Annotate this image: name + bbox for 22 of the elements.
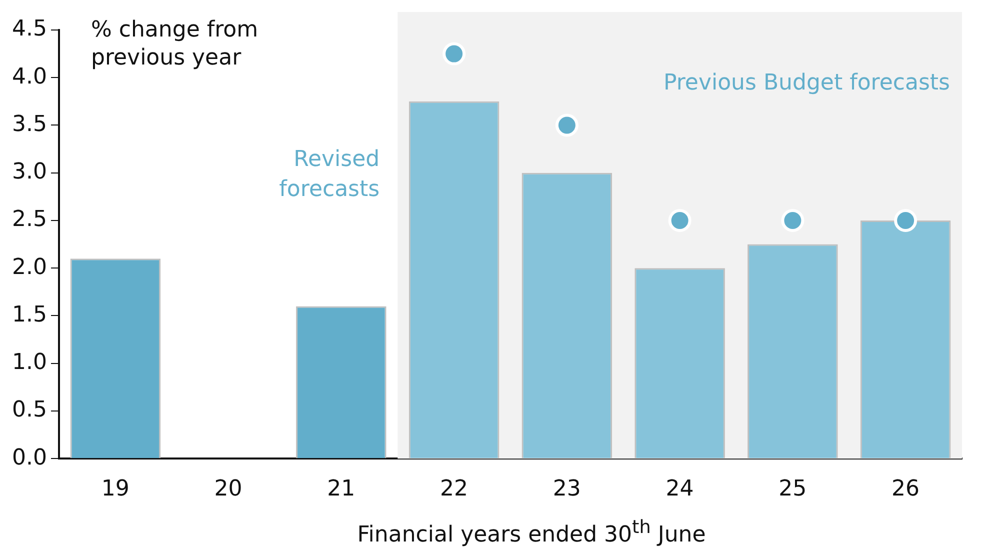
y-tick-label: 1.0 <box>12 350 47 376</box>
y-tick-label: 3.0 <box>12 160 47 185</box>
x-tick-label: 25 <box>778 476 807 502</box>
x-tick-label: 21 <box>327 476 356 502</box>
y-tick-label: 0.0 <box>12 445 47 470</box>
y-tick-label: 4.0 <box>12 64 47 90</box>
annotation: Revised forecasts <box>279 146 380 202</box>
y-tick-label: 4.5 <box>12 16 47 42</box>
x-tick-label: 20 <box>214 476 242 502</box>
x-axis-title: Financial years ended 30$^{th}$ June <box>356 517 707 548</box>
x-tick-label: 24 <box>666 476 694 502</box>
y-tick-label: 1.5 <box>12 302 47 328</box>
text: Previous Budget forecasts <box>663 70 950 96</box>
x-tick-label: 22 <box>440 476 468 502</box>
y-tick-label: 3.5 <box>12 112 47 137</box>
y-tick-label: 2.5 <box>12 207 47 232</box>
y-tick-label: 2.0 <box>12 254 47 280</box>
y-tick-label: 0.5 <box>12 398 47 423</box>
x-tick-label: 23 <box>552 476 581 502</box>
x-tick-label: 19 <box>101 476 130 502</box>
x-tick-label: 26 <box>892 476 920 502</box>
y-axis-title: % change from previous year <box>90 18 258 71</box>
